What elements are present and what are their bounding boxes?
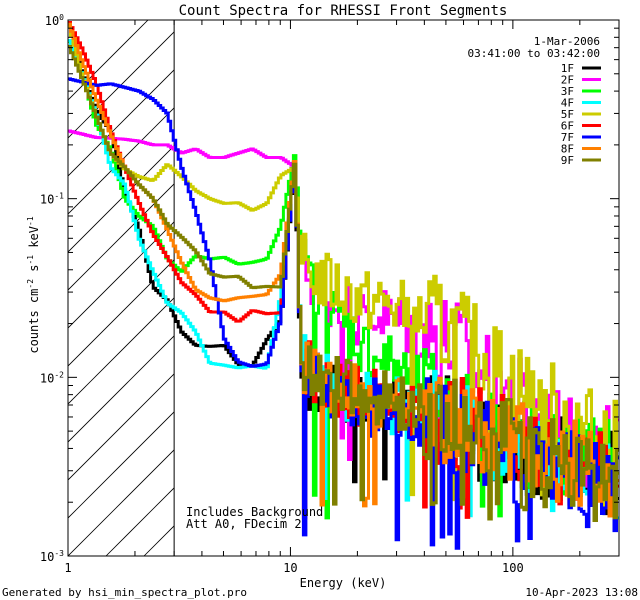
x-tick-label: 100: [502, 561, 524, 575]
footer-timestamp: 10-Apr-2023 13:08: [525, 586, 638, 599]
hatch-line: [68, 221, 175, 329]
hatch-line: [68, 31, 175, 139]
y-tick-label: 10-2: [40, 370, 64, 385]
x-axis-label: Energy (keV): [300, 576, 387, 590]
date-label: 1-Mar-2006: [534, 35, 600, 48]
legend-label-7F: 7F: [561, 131, 574, 144]
hatch-lines: [68, 20, 175, 556]
legend-label-4F: 4F: [561, 97, 574, 110]
series-line-5F: [68, 24, 619, 510]
legend-label-5F: 5F: [561, 108, 574, 121]
hatched-region: [68, 20, 175, 556]
hatch-line: [68, 69, 175, 177]
legend-label-9F: 9F: [561, 154, 574, 167]
hatch-line: [68, 449, 175, 556]
legend-label-6F: 6F: [561, 120, 574, 133]
legend-label-3F: 3F: [561, 85, 574, 98]
plot-frame: [67, 19, 620, 557]
hatch-line: [68, 373, 175, 481]
hatch-line: [68, 183, 175, 291]
series-line-9F: [68, 45, 619, 522]
legend-label-2F: 2F: [561, 74, 574, 87]
chart-title: Count Spectra for RHESSI Front Segments: [179, 3, 508, 19]
legend-label-8F: 8F: [561, 143, 574, 156]
y-tick-label: 10-1: [40, 192, 64, 207]
y-tick-label: 10-3: [40, 549, 64, 564]
annotation-attenuator: Att A0, FDecim 2: [186, 517, 302, 531]
hatch-line: [68, 20, 149, 101]
hatch-line: [68, 259, 175, 367]
footer-generated-by: Generated by hsi_min_spectra_plot.pro: [2, 586, 247, 599]
annotation-background: Includes Background: [186, 505, 323, 519]
legend-label-1F: 1F: [561, 62, 574, 75]
time-range-label: 03:41:00 to 03:42:00: [468, 47, 600, 60]
x-tick-label: 1: [64, 561, 71, 575]
y-axis-label: counts cm-2 s-1 keV-1: [26, 216, 41, 353]
axes: 1 10 100 10-3 10-2 10-1 100: [40, 13, 620, 575]
hatch-line: [68, 411, 175, 519]
series-layer: [68, 21, 619, 550]
y-tick-label: 100: [45, 13, 64, 28]
x-tick-label: 10: [283, 561, 297, 575]
